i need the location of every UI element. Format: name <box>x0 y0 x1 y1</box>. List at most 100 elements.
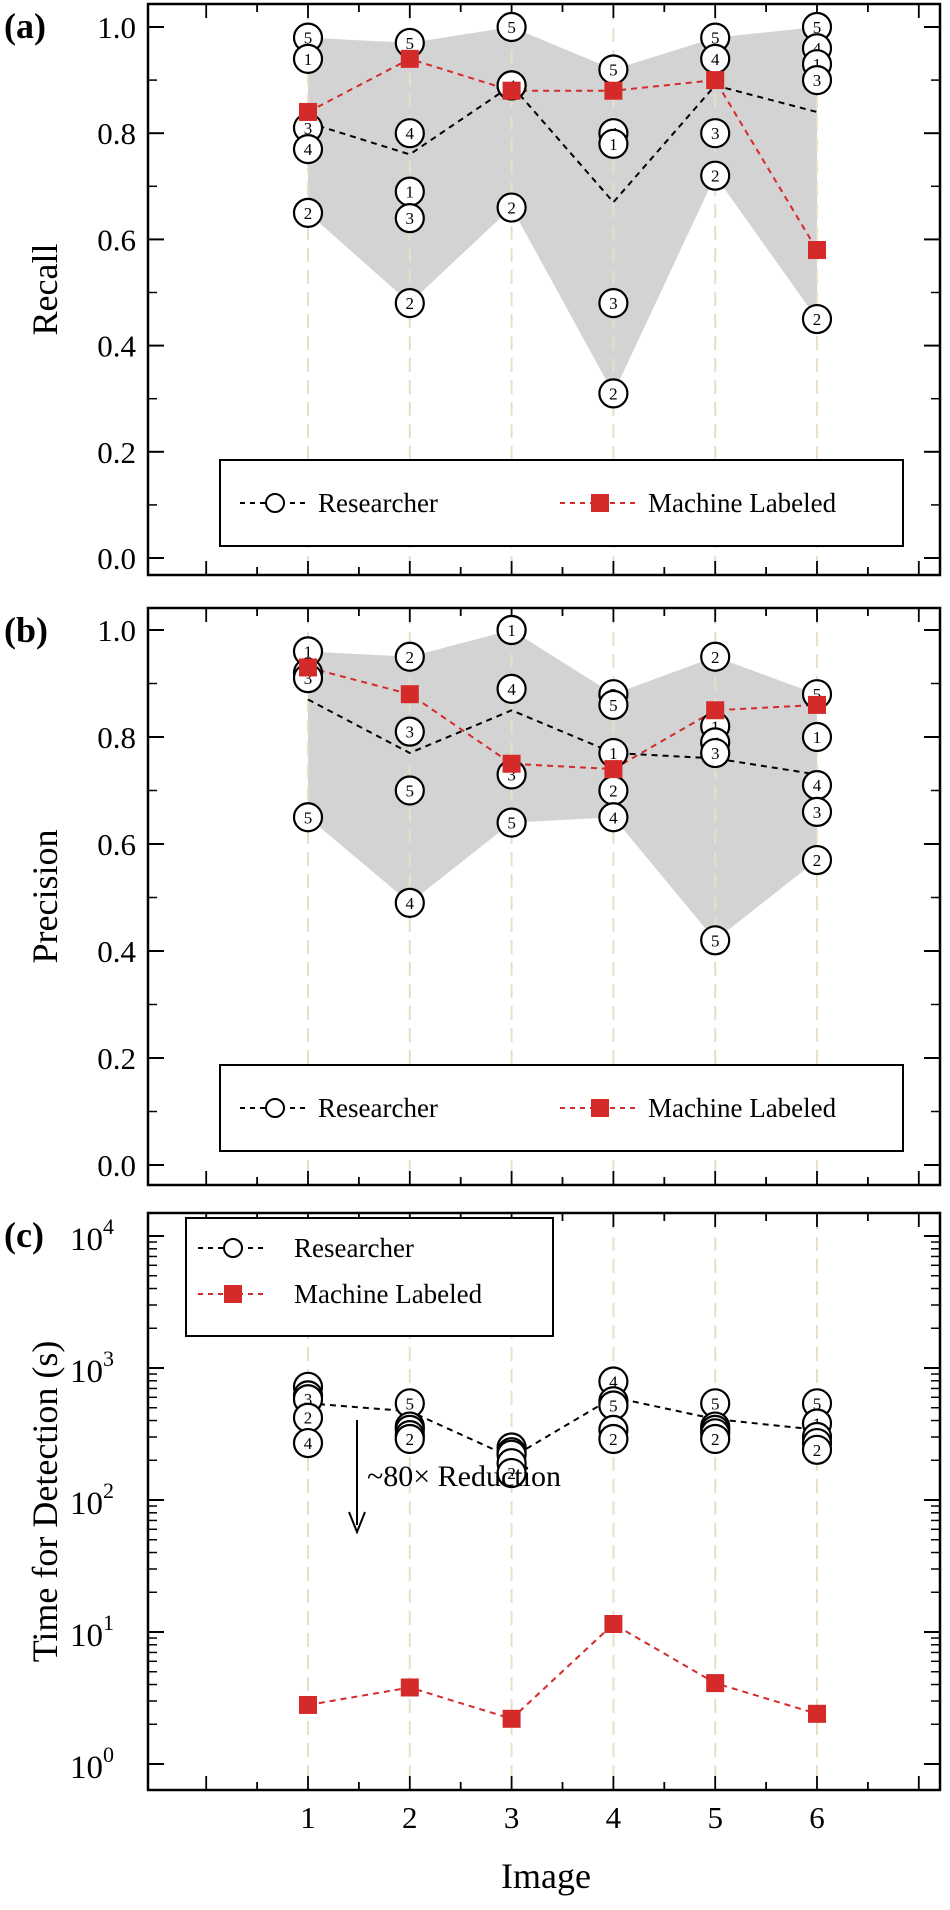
researcher-2-image-2-label: 2 <box>406 1430 415 1449</box>
researcher-3-image-5-marker <box>700 118 731 149</box>
researcher-3-image-6-label: 3 <box>813 71 822 90</box>
researcher-1-image-4-label: 1 <box>609 135 618 154</box>
researcher-5-image-1-marker <box>292 802 324 833</box>
panel-label-b: (b) <box>4 610 48 650</box>
researcher-2-image-4-marker <box>598 1423 629 1455</box>
legend-panel-a: Researcher Machine Labeled <box>219 459 904 547</box>
researcher-4-image-6-label: 4 <box>813 39 822 58</box>
researcher-3-image-6-marker <box>801 64 833 96</box>
machine-point-image-2 <box>400 685 419 704</box>
researcher-2-image-6-marker <box>801 303 833 335</box>
researcher-3-image-1-label: 3 <box>304 119 313 138</box>
researcher-2-image-6-label: 2 <box>813 1441 822 1460</box>
machine-point-image-3 <box>502 1709 521 1728</box>
researcher-1-image-1-label: 1 <box>304 642 313 661</box>
range-band-a <box>308 27 817 394</box>
researcher-5-image-3-marker <box>496 807 527 838</box>
researcher-2-image-3-label: 2 <box>507 199 516 218</box>
y-tick-label: 102 <box>70 1478 114 1522</box>
researcher-4-image-2-label: 4 <box>406 894 415 913</box>
researcher-5-image-5-label: 5 <box>711 931 720 950</box>
legend-panel-c: Researcher Machine Labeled <box>185 1217 554 1337</box>
researcher-1-image-4-label: 1 <box>609 744 618 763</box>
machine-point-image-1 <box>299 102 317 121</box>
machine-point-image-3 <box>502 81 521 100</box>
researcher-1-image-5-label: 1 <box>711 717 720 736</box>
researcher-5-image-4-label: 5 <box>609 1396 618 1415</box>
machine-point-image-6 <box>808 1704 826 1723</box>
researcher-1-image-3-marker <box>496 614 527 646</box>
researcher-3-image-4-marker <box>598 288 629 319</box>
researcher-4-image-3-marker <box>496 673 527 704</box>
researcher-4-image-1-marker <box>292 1427 324 1459</box>
researcher-5-image-2-label: 5 <box>406 34 415 53</box>
x-tick-label-5: 5 <box>707 1800 723 1835</box>
legend-researcher-label: Researcher <box>294 1233 414 1263</box>
researcher-5-image-3-marker <box>496 11 527 43</box>
y-tick-label: 0.4 <box>97 329 136 364</box>
researcher-2-image-2-marker <box>394 641 425 672</box>
axes-frame-b <box>146 606 942 1187</box>
y-tick-label: 1.0 <box>97 613 136 648</box>
researcher-5-image-4-marker <box>598 689 629 721</box>
researcher-2-image-1-label: 2 <box>304 1409 313 1428</box>
y-tick-label: 0.6 <box>97 827 136 862</box>
y-tick-label: 0.2 <box>97 435 136 470</box>
researcher-3-image-5-label: 3 <box>711 744 720 763</box>
legend-researcher-label: Researcher <box>318 1093 438 1123</box>
researcher-2-image-5-marker <box>700 641 731 672</box>
y-tick-label: 101 <box>70 1610 114 1654</box>
researcher-4-image-1-label: 4 <box>304 140 313 159</box>
researcher-5-image-6-label: 5 <box>813 685 822 704</box>
reduction-arrow-head <box>348 1511 366 1535</box>
y-tick-label: 1.0 <box>97 10 136 45</box>
researcher-5-image-1-label: 5 <box>304 29 313 48</box>
machine-point-image-2 <box>400 49 419 68</box>
researcher-2-image-6-label: 2 <box>813 310 822 329</box>
researcher-2-image-3-marker <box>496 1457 527 1489</box>
legend-machine-marker <box>591 494 609 512</box>
researcher-mean-line-b <box>307 698 818 776</box>
y-tick-label: 104 <box>70 1214 114 1258</box>
researcher-5-image-1-label: 5 <box>304 808 313 827</box>
researcher-4-image-1-label: 4 <box>304 1434 313 1453</box>
y-tick-label: 0.0 <box>97 541 136 576</box>
researcher-3-image-4-label: 3 <box>609 294 618 313</box>
researcher-3-image-2-marker <box>394 203 425 234</box>
researcher-3-image-5-marker <box>700 737 731 769</box>
researcher-2-image-5-label: 2 <box>711 167 720 186</box>
researcher-5-image-5-marker <box>700 925 731 956</box>
y-tick-base: 10 <box>70 1486 103 1522</box>
researcher-4-image-4-label: 4 <box>609 808 618 827</box>
y-axis-label-b: Precision <box>25 830 65 964</box>
researcher-1-image-1-marker <box>292 43 324 74</box>
researcher-2-image-6-label: 2 <box>813 851 822 870</box>
y-tick-base: 10 <box>70 1750 103 1786</box>
legend-panel-b: Researcher Machine Labeled <box>219 1064 904 1152</box>
researcher-3-image-3-label: 3 <box>507 765 516 784</box>
researcher-3-image-2-marker <box>394 716 425 747</box>
researcher-4-image-2-marker <box>394 887 425 918</box>
researcher-2-image-4-label: 2 <box>609 384 618 403</box>
researcher-4-image-1-marker <box>292 134 324 165</box>
machine-point-image-1 <box>299 1695 317 1714</box>
legend-machine-label: Machine Labeled <box>648 488 837 518</box>
panel-label-c: (c) <box>4 1215 44 1255</box>
researcher-2-image-6-marker <box>801 1434 833 1465</box>
researcher-3-image-5-label: 3 <box>711 124 720 143</box>
researcher-3-image-6-marker <box>801 796 833 828</box>
x-tick-label-3: 3 <box>504 1800 520 1835</box>
x-axis-label: Image <box>501 1856 591 1896</box>
axes-frame-c <box>146 1211 942 1792</box>
y-tick-label: 0.8 <box>97 116 136 151</box>
researcher-2-image-5-marker <box>700 1423 731 1455</box>
legend-machine-marker <box>224 1285 242 1303</box>
researcher-mean-line-c <box>307 1396 818 1459</box>
researcher-2-image-2-marker <box>394 1423 425 1455</box>
researcher-5-image-2-label: 5 <box>406 1394 415 1413</box>
machine-point-image-4 <box>604 1614 623 1633</box>
researcher-5-image-5-label: 5 <box>711 1394 720 1413</box>
researcher-5-image-4-label: 5 <box>609 696 618 715</box>
researcher-2-image-5-label: 2 <box>711 1430 720 1449</box>
researcher-1-image-1-label: 1 <box>304 50 313 69</box>
